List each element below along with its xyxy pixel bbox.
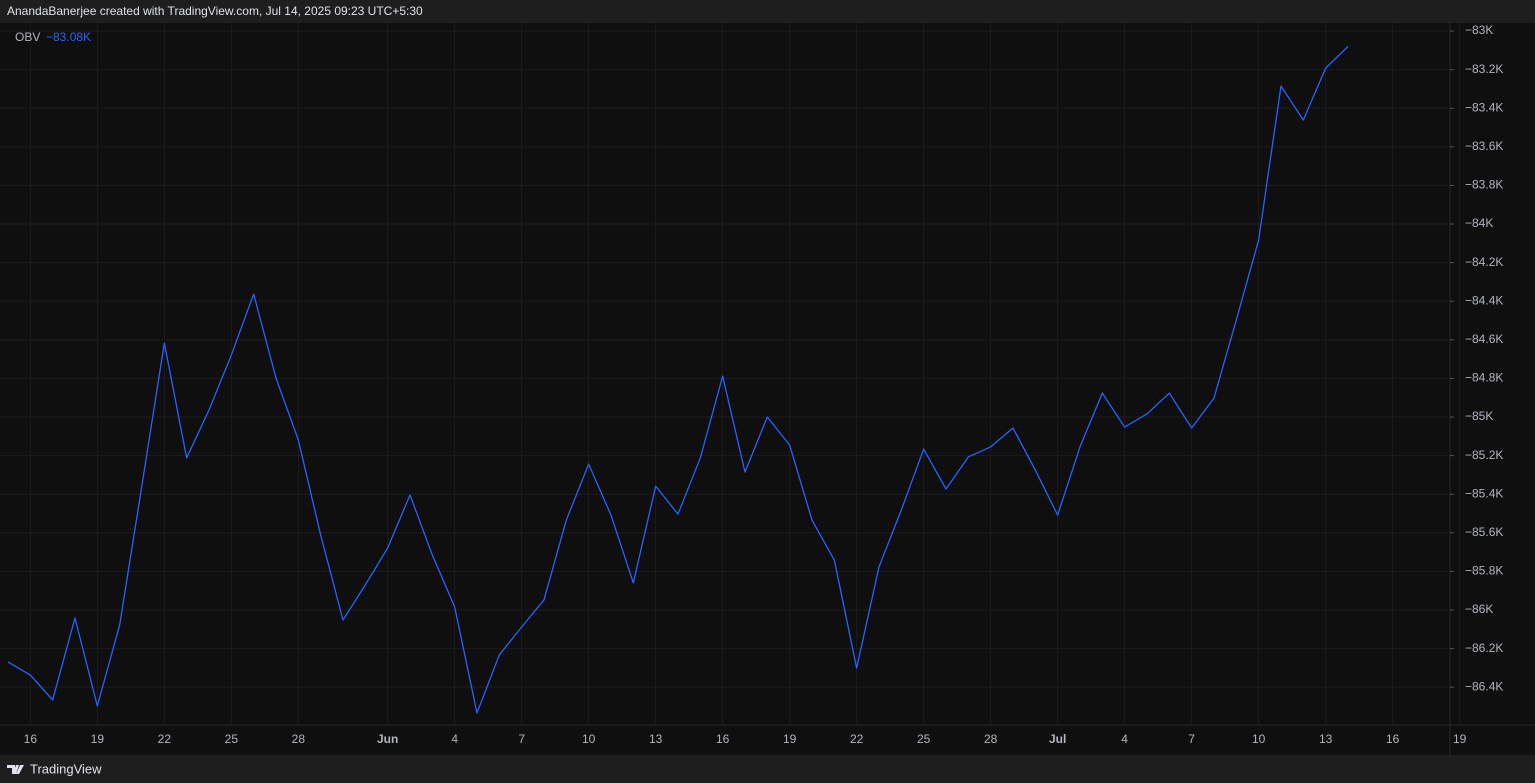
x-tick-label: 25 — [225, 732, 239, 746]
y-tick-label: −83.2K — [1465, 62, 1503, 76]
x-tick-label: Jul — [1049, 732, 1066, 746]
y-tick-label: −85.8K — [1465, 564, 1503, 578]
footer-bar — [0, 755, 1535, 783]
y-tick-label: −83.4K — [1465, 100, 1503, 114]
x-tick-label: 19 — [91, 732, 105, 746]
legend-value: −83.08K — [46, 30, 91, 44]
y-tick-label: −84K — [1465, 216, 1493, 230]
x-tick-label: 4 — [1121, 732, 1128, 746]
x-tick-label: 16 — [716, 732, 730, 746]
y-tick-label: −84.6K — [1465, 332, 1503, 346]
y-tick-label: −83.8K — [1465, 178, 1503, 192]
y-tick-label: −84.2K — [1465, 255, 1503, 269]
x-tick-label: 19 — [1453, 732, 1467, 746]
logo — [7, 765, 24, 774]
x-tick-label: 4 — [451, 732, 458, 746]
y-tick-label: −84.4K — [1465, 293, 1503, 307]
header-bar — [0, 0, 1535, 23]
y-tick-label: −85.6K — [1465, 525, 1503, 539]
y-tick-label: −84.8K — [1465, 371, 1503, 385]
y-tick-label: −83K — [1465, 23, 1493, 37]
x-tick-label: 22 — [850, 732, 864, 746]
y-tick-label: −86.2K — [1465, 641, 1503, 655]
y-tick-label: −86K — [1465, 602, 1493, 616]
x-tick-label: 28 — [292, 732, 306, 746]
x-tick-label: 16 — [24, 732, 38, 746]
legend-label: OBV — [15, 30, 40, 44]
x-tick-label: 10 — [1252, 732, 1266, 746]
x-tick-label: 7 — [518, 732, 525, 746]
y-tick-label: −85K — [1465, 409, 1493, 423]
y-tick-label: −85.4K — [1465, 486, 1503, 500]
x-tick-label: 16 — [1386, 732, 1400, 746]
footer-brand: TradingView — [30, 761, 102, 776]
x-tick-label: 25 — [917, 732, 931, 746]
x-tick-label: 28 — [984, 732, 998, 746]
x-tick-label: 22 — [158, 732, 172, 746]
x-tick-label: 13 — [1319, 732, 1333, 746]
x-tick-label: 19 — [783, 732, 797, 746]
y-tick-label: −83.6K — [1465, 139, 1503, 153]
x-tick-label: 7 — [1188, 732, 1195, 746]
data-line — [7, 46, 1349, 714]
x-tick-label: 13 — [649, 732, 663, 746]
x-tick-label: Jun — [377, 732, 398, 746]
y-tick-label: −86.4K — [1465, 679, 1503, 693]
chart-title: AnandaBanerjee created with TradingView.… — [7, 4, 423, 18]
x-tick-label: 10 — [582, 732, 596, 746]
y-tick-label: −85.2K — [1465, 448, 1503, 462]
